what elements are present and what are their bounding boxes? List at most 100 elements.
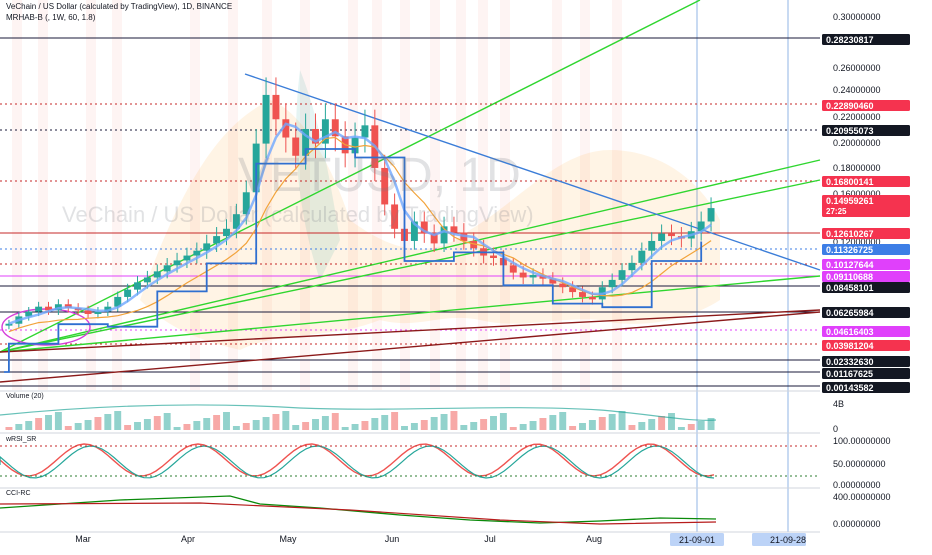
volume-bar [252,420,260,430]
volume-bar [707,418,715,430]
volume-bar [302,422,310,430]
price-tick-label: 0.30000000 [833,12,881,22]
candle-body [223,228,230,237]
volume-bar [539,418,547,430]
session-band [38,0,48,390]
time-marker-box [670,533,724,546]
candle-body [282,119,290,138]
price-label-text: 0.01167625 [826,369,873,379]
moving-averages [4,122,712,373]
trend-line [244,73,821,271]
candle-body [697,221,705,232]
candle-body [331,119,339,137]
candle-body [124,289,132,297]
price-label-text: 0.00143582 [826,383,874,393]
volume-bar [391,412,399,430]
pane-tick-label: 4B [833,399,844,409]
price-label-text: 0.12610267 [826,229,874,239]
chart-title[interactable]: VeChain / US Dollar (calculated by Tradi… [6,2,233,11]
price-label-box [822,244,910,255]
time-tick-label: Jun [385,534,400,544]
volume-bar [519,424,527,430]
volume-bar [331,413,339,430]
volume-bar [579,423,586,430]
candle-body [213,236,221,244]
price-tick-label: 0.12000000 [833,237,881,247]
price-label-text: 0.28230817 [826,35,874,45]
trend-line [0,275,821,353]
volume-bar [64,426,72,430]
candle-body [84,310,92,314]
candle-body [549,278,557,284]
candle-body [559,283,567,288]
step-line-blue [4,148,703,373]
volume-bar [173,427,181,430]
time-tick-label: Jul [484,534,496,544]
volume-bar [134,422,141,430]
price-tick-label: 0.18000000 [833,163,881,173]
wrsi-pane-title[interactable]: wRSI_SR [6,436,37,443]
pane-tick-label: 0.00000000 [833,480,881,490]
volume-bar [509,427,517,430]
trend-lines [0,0,821,383]
volume-bar [361,421,369,430]
price-label-text: 0.16800141 [826,177,874,187]
volume-bar [440,414,448,430]
session-band [228,0,238,390]
candle-body [529,275,537,278]
cci-pane-title[interactable]: CCI-RC [6,490,31,497]
volume-bar [74,423,82,430]
volume-ma-line [0,404,717,421]
pane-tick-label: 400.00000000 [833,492,891,502]
volume-bar [420,420,428,430]
volume-bar [272,414,280,430]
volume-bar [193,421,201,430]
volume-bar [687,424,695,430]
volume-bar [213,415,221,430]
candle-body [628,262,636,271]
volume-pane-title[interactable]: Volume (20) [6,393,44,400]
candle-body [45,306,52,311]
candle-body [410,221,418,241]
price-label-text: 0.14959261 [826,196,874,206]
session-band [86,0,96,390]
volume-bar [381,415,389,430]
volume-bar [598,417,606,430]
price-label-text: 0.06265984 [826,308,874,318]
volume-bar [5,427,13,430]
indicator-title[interactable]: MRHAB-B (, 1W, 60, 1.8) [6,13,96,22]
candle-body [232,214,240,229]
candle-body [25,311,33,317]
price-label-box [822,271,910,282]
session-band [612,0,622,390]
candle-body [648,240,656,251]
volume-bar [94,417,102,430]
price-label-box [822,356,910,367]
candle-body [658,233,666,241]
candle-body [618,270,626,280]
pane-tick-label: 100.00000000 [833,436,891,446]
time-marker-box [752,533,806,546]
session-band [262,0,272,390]
volume-bar [321,416,329,430]
volume-bar [618,411,626,430]
price-label-box [822,125,910,136]
price-label-box [822,382,910,393]
candle-body [203,243,211,251]
price-label-box [822,326,910,337]
watermark-name: VeChain / US Dollar (calculated by Tradi… [62,202,534,227]
volume-bar [401,426,408,430]
volume-bar [35,418,43,430]
price-label-box [822,307,910,318]
candle-body [351,137,359,154]
volume-bar [25,421,33,430]
trend-line [0,179,821,353]
price-label-text: 0.02332630 [826,357,874,367]
candle-body [173,260,181,266]
candle-body [519,272,527,278]
volume-bar [143,419,151,430]
session-band [190,0,200,390]
volume-bar [183,424,191,430]
trend-line [0,159,821,353]
